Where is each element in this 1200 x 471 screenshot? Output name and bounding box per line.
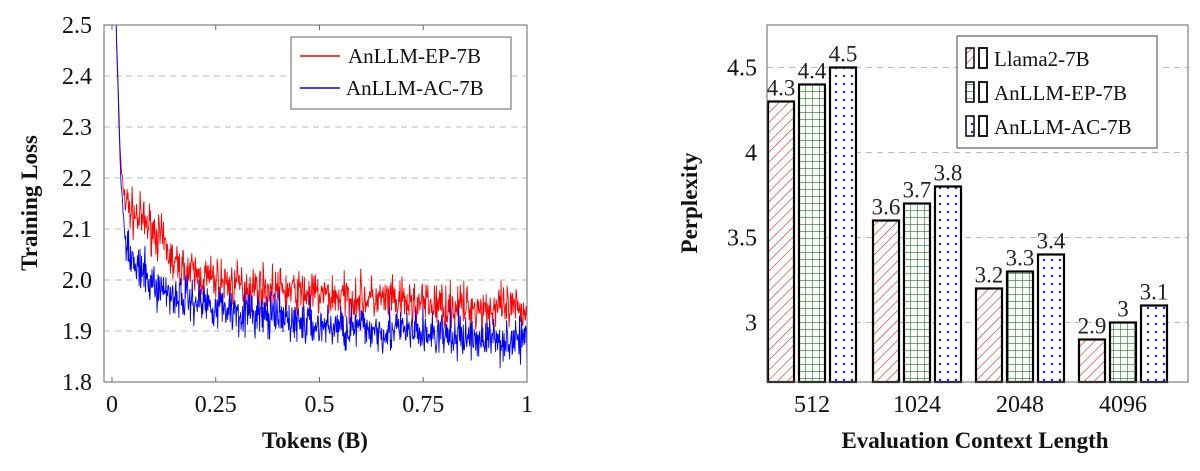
left-x-tick-label: 1 xyxy=(521,392,533,418)
bar-anllm-ac-7b-2048 xyxy=(1036,253,1066,384)
legend-label: AnLLM-EP-7B xyxy=(994,81,1127,105)
bar-anllm-ep-7b-4096 xyxy=(1108,321,1138,384)
legend-swatch-outline xyxy=(978,47,988,69)
bar-data-label: 3.6 xyxy=(872,195,901,220)
left-y-tick-label: 1.9 xyxy=(62,319,92,345)
bar-data-label: 4.4 xyxy=(798,59,827,84)
right-x-tick-label: 2048 xyxy=(996,392,1044,418)
left-plot-frame xyxy=(103,24,528,383)
legend-swatch-pattern xyxy=(965,115,975,137)
legend-swatch-pattern xyxy=(965,47,975,69)
right-x-tick-label: 1024 xyxy=(893,392,941,418)
bar-data-label: 3.2 xyxy=(975,263,1004,288)
bar-anllm-ep-7b-1024 xyxy=(902,202,932,384)
left-x-axis-title: Tokens (B) xyxy=(262,428,368,453)
left-y-tick-label: 2.2 xyxy=(62,166,92,192)
left-y-tick-label: 2.0 xyxy=(62,268,92,294)
legend-swatch-outline xyxy=(978,115,988,137)
left-legend-box xyxy=(290,36,512,110)
bar-data-label: 3 xyxy=(1117,297,1129,322)
training-loss-chart: 1.8 1.9 2.0 2.1 2.2 2.3 2.4 2.5 0 0.25 0.5 0.75 1 To… xyxy=(17,13,533,453)
left-y-tick-label: 2.1 xyxy=(62,217,92,243)
bar-data-label: 3.3 xyxy=(1006,246,1035,271)
left-x-tick-label: 0.25 xyxy=(195,392,237,418)
bar-anllm-ac-7b-4096 xyxy=(1139,304,1169,384)
legend-label: Llama2-7B xyxy=(994,47,1090,71)
bar-llama2-7b-1024 xyxy=(871,219,901,384)
right-x-axis-title: Evaluation Context Length xyxy=(841,428,1108,453)
legend-label-ac: AnLLM-AC-7B xyxy=(346,76,484,100)
bar-data-label: 3.8 xyxy=(934,161,963,186)
left-x-tick-label: 0.5 xyxy=(305,392,335,418)
right-legend: Llama2-7B AnLLM-EP-7B AnLLM-AC-7B xyxy=(956,35,1158,149)
left-y-tick-label: 2.5 xyxy=(62,13,92,39)
right-plot-frame xyxy=(766,24,1189,383)
right-legend-box xyxy=(956,35,1158,149)
left-y-tick-label: 2.4 xyxy=(62,64,92,90)
line-series-anllm-ac-7b xyxy=(115,24,528,373)
legend-swatch-pattern xyxy=(965,81,975,103)
left-legend: AnLLM-EP-7B AnLLM-AC-7B xyxy=(290,36,512,110)
right-y-tick-label: 4.5 xyxy=(727,56,757,82)
legend-swatch-outline xyxy=(978,81,988,103)
left-y-tick-label: 1.8 xyxy=(62,370,92,396)
bar-anllm-ep-7b-2048 xyxy=(1005,270,1035,384)
right-y-tick-label: 3 xyxy=(745,311,757,337)
bar-llama2-7b-512 xyxy=(766,100,796,384)
legend-label: AnLLM-AC-7B xyxy=(994,115,1132,139)
bar-data-label: 3.4 xyxy=(1037,229,1066,254)
bar-data-label: 4.3 xyxy=(767,76,796,101)
bar-data-label: 2.9 xyxy=(1078,314,1107,339)
bar-anllm-ac-7b-512 xyxy=(828,66,858,384)
left-x-tick-label: 0.75 xyxy=(402,392,444,418)
perplexity-chart: 4.34.44.53.63.73.83.23.33.42.933.1 33.54… xyxy=(677,24,1189,453)
legend-label-ep: AnLLM-EP-7B xyxy=(348,44,481,68)
bar-data-label: 4.5 xyxy=(829,42,858,67)
bar-llama2-7b-4096 xyxy=(1077,338,1107,384)
bar-llama2-7b-2048 xyxy=(974,287,1004,384)
right-y-axis-title: Perplexity xyxy=(677,152,702,253)
bar-data-label: 3.7 xyxy=(903,178,932,203)
right-y-tick-label: 4 xyxy=(745,141,757,167)
right-x-tick-label: 512 xyxy=(794,392,830,418)
bar-anllm-ac-7b-1024 xyxy=(933,185,963,384)
left-x-tick-label: 0 xyxy=(106,392,118,418)
bar-data-label: 3.1 xyxy=(1140,280,1169,305)
right-x-tick-label: 4096 xyxy=(1099,392,1147,418)
right-y-tick-label: 3.5 xyxy=(727,226,757,252)
bar-anllm-ep-7b-512 xyxy=(797,83,827,384)
left-y-axis-title: Training Loss xyxy=(17,135,42,271)
left-y-tick-label: 2.3 xyxy=(62,115,92,141)
